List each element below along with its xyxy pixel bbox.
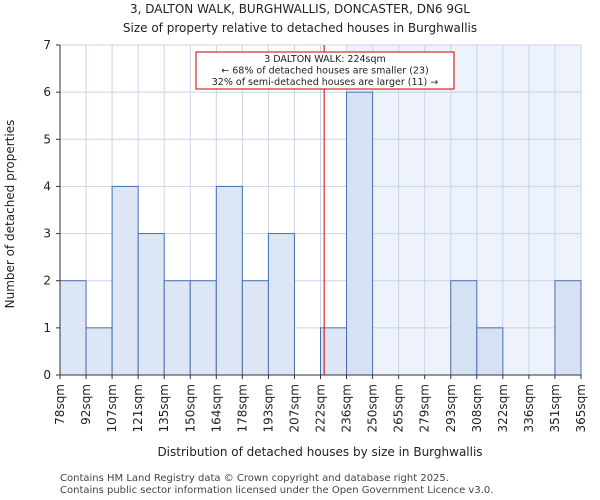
x-tick-label: 135sqm (157, 384, 171, 432)
histogram-bar (215, 185, 243, 376)
x-tick-label: 336sqm (522, 384, 536, 432)
histogram-bar (320, 327, 348, 376)
histogram-bar (450, 280, 478, 376)
x-axis-label: Distribution of detached houses by size … (157, 445, 482, 459)
histogram-bar (163, 280, 191, 376)
footer-line1: Contains HM Land Registry data © Crown c… (60, 473, 449, 484)
x-tick-label: 293sqm (444, 384, 458, 432)
x-tick-label: 178sqm (235, 384, 249, 432)
annotation-line-3: 32% of semi-detached houses are larger (… (212, 77, 439, 88)
x-tick-label: 78sqm (53, 384, 67, 425)
histogram-bar (111, 185, 139, 376)
chart-title-line2: Size of property relative to detached ho… (123, 21, 477, 35)
x-tick-label: 279sqm (418, 384, 432, 432)
x-tick-label: 121sqm (131, 384, 145, 432)
annotation-line-2: ← 68% of detached houses are smaller (23… (221, 66, 428, 77)
y-tick-label: 5 (43, 132, 51, 146)
x-tick-label: 351sqm (548, 384, 562, 432)
histogram-bar (189, 280, 217, 376)
x-tick-label: 193sqm (261, 384, 275, 432)
histogram-bar (346, 91, 374, 376)
y-tick-label: 7 (43, 38, 51, 52)
y-tick-label: 2 (43, 274, 51, 288)
x-tick-label: 265sqm (392, 384, 406, 432)
y-tick-label: 1 (43, 321, 51, 335)
y-tick-label: 0 (43, 368, 51, 382)
histogram-bar (554, 280, 582, 376)
y-tick-label: 4 (43, 179, 51, 193)
x-tick-label: 322sqm (496, 384, 510, 432)
x-tick-label: 92sqm (79, 384, 93, 425)
x-tick-label: 308sqm (470, 384, 484, 432)
histogram-bar (137, 233, 165, 376)
y-tick-label: 6 (43, 85, 51, 99)
histogram-bar (59, 280, 87, 376)
histogram-bar (85, 327, 113, 376)
x-tick-label: 236sqm (340, 384, 354, 432)
plot-area: 0 1 2 3 4 5 6 7 78sqm 92sqm 107sqm 121sqm 135sqm 150s… (43, 38, 588, 432)
x-tick-label: 365sqm (574, 384, 588, 432)
x-tick-label: 164sqm (209, 384, 223, 432)
x-tick-label: 250sqm (366, 384, 380, 432)
x-tick-label: 150sqm (183, 384, 197, 432)
histogram-bar (241, 280, 269, 376)
chart-title-line1: 3, DALTON WALK, BURGHWALLIS, DONCASTER, … (130, 2, 470, 16)
annotation-line-1: 3 DALTON WALK: 224sqm (264, 54, 386, 65)
y-tick-label: 3 (43, 227, 51, 241)
histogram-bar (267, 233, 295, 376)
y-axis-label: Number of detached properties (3, 120, 17, 309)
annotation-box (195, 51, 455, 90)
x-tick-label: 222sqm (314, 384, 328, 432)
x-tick-label: 107sqm (105, 384, 119, 432)
x-tick-label: 207sqm (287, 384, 301, 432)
footer-line2: Contains public sector information licen… (60, 485, 493, 496)
histogram-bar (476, 327, 504, 376)
